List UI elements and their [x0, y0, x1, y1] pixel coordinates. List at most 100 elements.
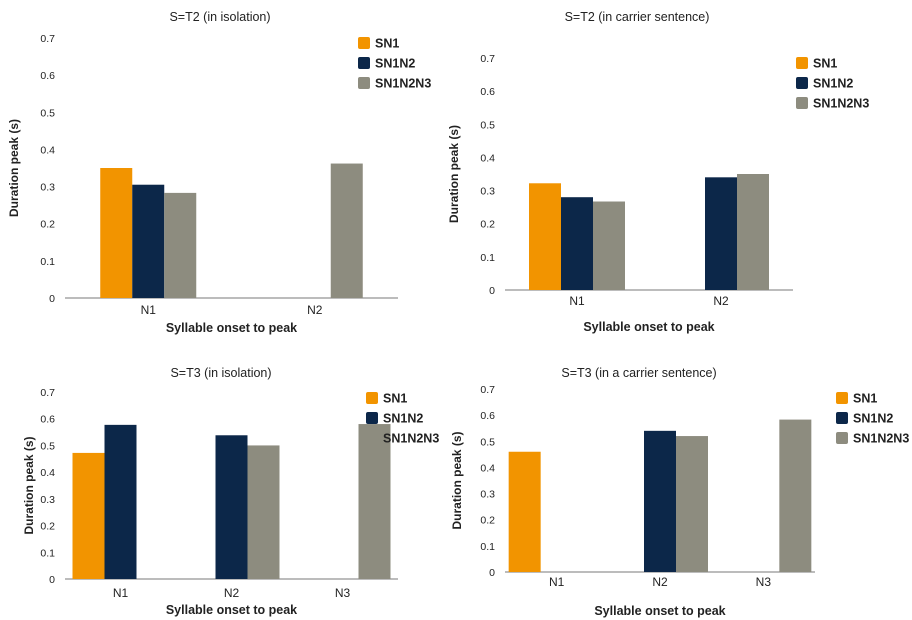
legend-swatch-sn1n2: [366, 412, 378, 424]
legend: SN1 SN1N2 SN1N2N3: [796, 57, 869, 111]
y-tick-label: 0.5: [480, 119, 495, 131]
chart-title: S=T3 (in isolation): [170, 366, 271, 380]
legend: SN1 SN1N2 SN1N2N3: [358, 37, 431, 91]
y-tick-label: 0: [489, 285, 495, 297]
y-tick-label: 0.7: [40, 33, 55, 45]
bar-sn1n2-n2: [705, 177, 737, 290]
y-tick-label: 0.5: [40, 440, 55, 452]
bar-sn1n2n3-n2: [676, 436, 708, 572]
x-tick-label: N3: [756, 575, 772, 589]
y-tick-label: 0.7: [480, 53, 495, 65]
chart-panel-4: S=T3 (in a carrier sentence) 0 0.1 0.2 0.3 0.…: [450, 366, 909, 618]
bar-sn1n2n3-n2: [737, 174, 769, 290]
legend-swatch-sn1n2n3: [836, 432, 848, 444]
legend-label: SN1N2N3: [853, 432, 909, 446]
y-tick-label: 0.4: [480, 152, 495, 164]
legend-swatch-sn1n2: [358, 57, 370, 69]
legend-label: SN1: [813, 57, 837, 71]
bar-sn1-n1: [529, 183, 561, 290]
legend-swatch-sn1n2n3: [366, 432, 378, 444]
y-tick-label: 0: [49, 574, 55, 586]
y-tick-label: 0.3: [40, 494, 55, 506]
x-tick-label: N2: [652, 575, 668, 589]
legend-label: SN1N2N3: [813, 97, 869, 111]
x-axis-label: Syllable onset to peak: [594, 604, 725, 618]
bar-sn1n2-n1: [561, 197, 593, 290]
x-axis-label: Syllable onset to peak: [583, 320, 714, 334]
y-tick-label: 0.2: [480, 219, 495, 231]
chart-panel-3: S=T3 (in isolation) 0 0.1 0.2 0.3 0.4 0.5 0.6 0.…: [22, 366, 439, 617]
legend-swatch-sn1: [796, 57, 808, 69]
x-tick-label: N1: [113, 586, 129, 600]
bar-sn1n2n3-n3: [779, 419, 812, 572]
x-tick-label: N2: [713, 294, 729, 308]
bar-sn1n2n3-n2: [247, 445, 280, 579]
y-tick-label: 0.5: [480, 436, 495, 448]
y-axis-label: Duration peak (s): [447, 125, 461, 223]
bar-sn1n2n3-n2: [330, 163, 363, 298]
x-tick-label: N2: [307, 303, 323, 317]
y-axis-label: Duration peak (s): [22, 436, 36, 534]
y-tick-label: 0.4: [40, 467, 55, 479]
bar-sn1n2-n1: [104, 424, 137, 579]
y-tick-label: 0.1: [40, 547, 55, 559]
x-tick-label: N1: [569, 294, 585, 308]
y-tick-label: 0.3: [480, 489, 495, 501]
y-tick-label: 0.1: [480, 252, 495, 264]
legend-swatch-sn1n2n3: [796, 97, 808, 109]
x-axis-label: Syllable onset to peak: [166, 321, 297, 335]
x-tick-label: N2: [224, 586, 240, 600]
legend-label: SN1N2N3: [375, 77, 431, 91]
y-tick-label: 0.2: [480, 515, 495, 527]
bar-sn1-n1: [72, 452, 105, 579]
legend: SN1 SN1N2 SN1N2N3: [366, 392, 439, 446]
legend-label: SN1N2: [853, 412, 893, 426]
y-axis-label: Duration peak (s): [450, 431, 464, 529]
legend-swatch-sn1: [366, 392, 378, 404]
y-tick-label: 0.7: [40, 387, 55, 399]
y-tick-label: 0.6: [40, 414, 55, 426]
bar-sn1n2n3-n3: [358, 424, 391, 579]
legend-label: SN1: [383, 392, 407, 406]
y-axis-label: Duration peak (s): [7, 119, 21, 217]
y-tick-label: 0.6: [480, 410, 495, 422]
legend: SN1 SN1N2 SN1N2N3: [836, 392, 909, 446]
y-tick-label: 0: [49, 293, 55, 305]
y-tick-label: 0.1: [480, 541, 495, 553]
x-tick-label: N1: [141, 303, 157, 317]
y-tick-label: 0.4: [480, 462, 495, 474]
legend-swatch-sn1n2: [836, 412, 848, 424]
legend-label: SN1: [853, 392, 877, 406]
legend-swatch-sn1n2: [796, 77, 808, 89]
x-tick-label: N3: [335, 586, 351, 600]
y-tick-label: 0.1: [40, 256, 55, 268]
chart-title: S=T2 (in carrier sentence): [565, 10, 710, 24]
chart-panel-2: S=T2 (in carrier sentence) 0 0.1 0.2 0.3 0.4 0…: [447, 10, 869, 334]
bar-sn1n2n3-n1: [164, 192, 197, 298]
y-tick-label: 0.4: [40, 144, 55, 156]
legend-swatch-sn1: [836, 392, 848, 404]
legend-swatch-sn1n2n3: [358, 77, 370, 89]
bar-sn1n2n3-n1: [593, 201, 625, 290]
bar-sn1n2-n2: [215, 435, 248, 579]
y-tick-label: 0.7: [480, 384, 495, 396]
chart-panel-1: S=T2 (in isolation) 0 0.1 0.2 0.3 0.4 0.5 0.6 0.…: [7, 10, 431, 335]
y-tick-label: 0.6: [40, 70, 55, 82]
y-tick-label: 0.5: [40, 107, 55, 119]
y-tick-label: 0.2: [40, 219, 55, 231]
legend-label: SN1N2N3: [383, 432, 439, 446]
legend-label: SN1N2: [383, 412, 423, 426]
bar-sn1-n1: [100, 168, 133, 298]
chart-title: S=T2 (in isolation): [169, 10, 270, 24]
y-tick-label: 0.3: [40, 182, 55, 194]
bar-sn1n2-n1: [132, 184, 165, 298]
chart-title: S=T3 (in a carrier sentence): [561, 366, 716, 380]
y-tick-label: 0.2: [40, 521, 55, 533]
legend-label: SN1N2: [813, 77, 853, 91]
x-axis-label: Syllable onset to peak: [166, 603, 297, 617]
y-tick-label: 0: [489, 567, 495, 579]
y-tick-label: 0.6: [480, 86, 495, 98]
legend-label: SN1: [375, 37, 399, 51]
x-tick-label: N1: [549, 575, 565, 589]
